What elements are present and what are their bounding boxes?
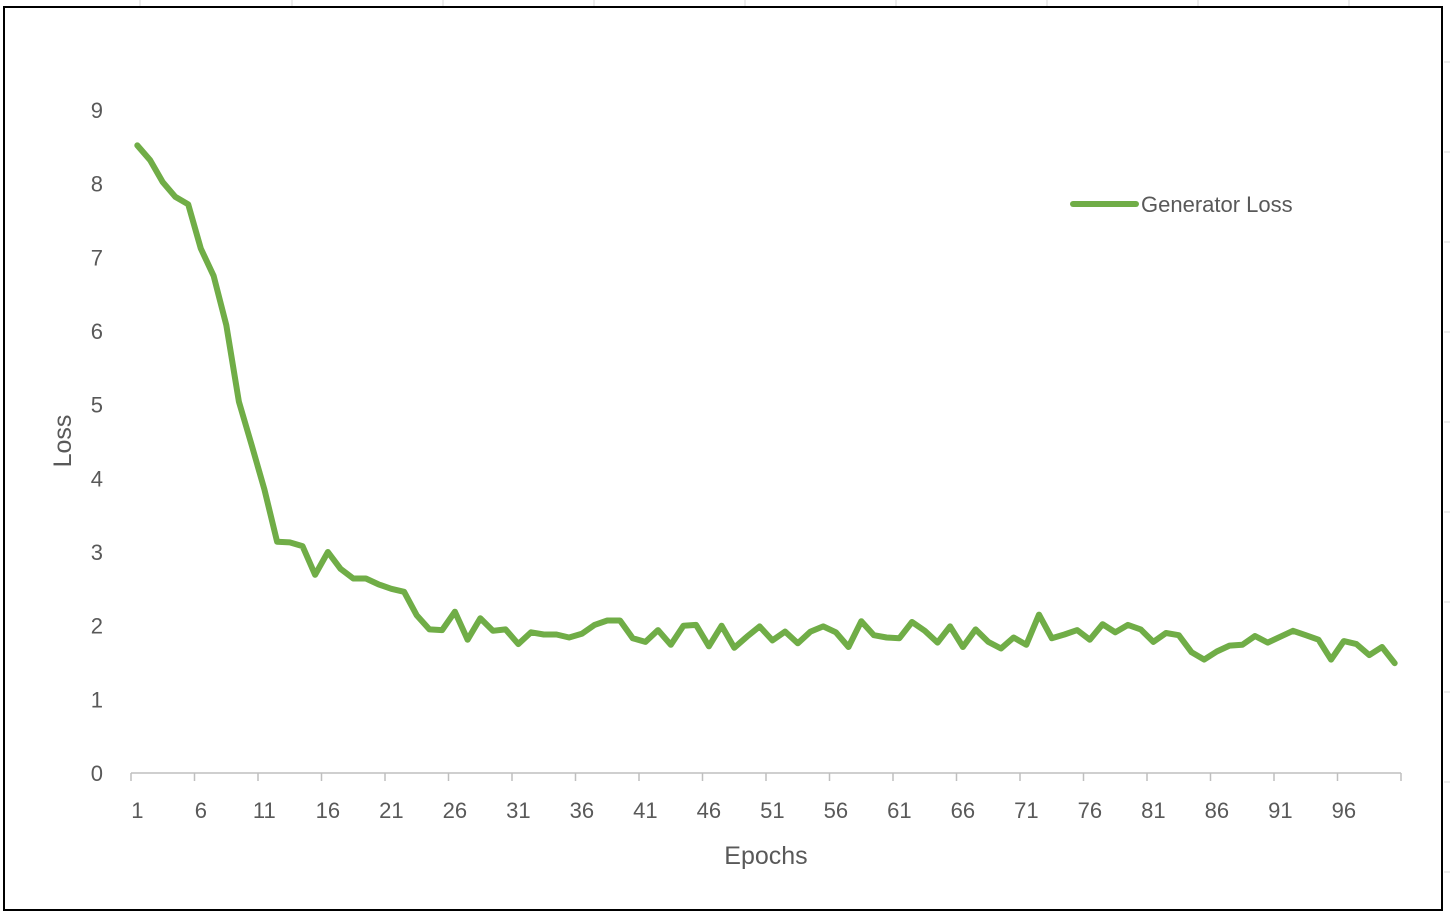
x-tick-label-51: 51	[760, 798, 784, 823]
series-line-generator-loss	[134, 142, 1398, 667]
x-tick-label-46: 46	[697, 798, 721, 823]
y-tick-label-0: 0	[91, 761, 103, 786]
series-layer	[134, 142, 1398, 667]
y-tick-label-9: 9	[91, 98, 103, 123]
x-tick-label-81: 81	[1141, 798, 1165, 823]
x-tick-label-41: 41	[633, 798, 657, 823]
x-tick-label-6: 6	[195, 798, 207, 823]
x-tick-label-71: 71	[1014, 798, 1038, 823]
y-tick-label-8: 8	[91, 172, 103, 197]
x-tick-label-56: 56	[824, 798, 848, 823]
x-tick-label-91: 91	[1268, 798, 1292, 823]
y-axis-tick-labels: 0 1 2 3 4 5 6 7 8 9	[91, 98, 103, 786]
y-tick-label-2: 2	[91, 614, 103, 639]
y-tick-label-5: 5	[91, 393, 103, 418]
y-axis-title: Loss	[49, 415, 77, 468]
y-tick-label-4: 4	[91, 466, 103, 491]
legend-label-generator-loss: Generator Loss	[1141, 192, 1293, 217]
x-tick-label-11: 11	[253, 798, 276, 823]
x-axis-title: Epochs	[724, 842, 807, 870]
x-tick-label-76: 76	[1078, 798, 1102, 823]
x-tick-label-26: 26	[443, 798, 467, 823]
x-tick-label-21: 21	[379, 798, 403, 823]
x-tick-label-86: 86	[1205, 798, 1229, 823]
y-tick-label-3: 3	[91, 540, 103, 565]
x-tick-label-1: 1	[131, 798, 143, 823]
y-tick-label-7: 7	[91, 245, 103, 270]
x-tick-label-96: 96	[1332, 798, 1356, 823]
y-tick-label-1: 1	[91, 687, 103, 712]
x-tick-label-66: 66	[951, 798, 975, 823]
chart-frame	[3, 6, 1443, 911]
x-tick-label-16: 16	[316, 798, 340, 823]
x-axis: 1 6 11 16 21 26 31 36 41 46 51 56 61 66 71 76 81 86 91 96	[130, 772, 1402, 823]
x-tick-label-31: 31	[506, 798, 530, 823]
legend: Generator Loss	[1070, 192, 1293, 217]
x-tick-label-36: 36	[570, 798, 594, 823]
y-tick-label-6: 6	[91, 319, 103, 344]
x-tick-label-61: 61	[887, 798, 911, 823]
